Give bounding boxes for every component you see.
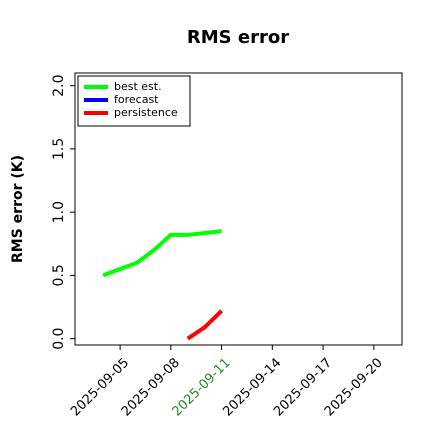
legend-label: persistence [114,106,178,119]
legend-label: forecast [114,93,159,106]
y-tick-label: 0.5 [51,264,67,286]
y-tick-label: 1.0 [51,201,67,223]
y-axis-label: RMS error (K) [10,155,26,263]
y-tick-label: 2.0 [51,75,67,97]
line [186,309,223,341]
y-tick-label: 0.0 [51,328,67,350]
legend-label: best est. [114,80,162,93]
line [102,229,222,278]
plot-area [74,72,403,346]
y-tick-label: 1.5 [51,138,67,160]
chart-title: RMS error [187,27,289,48]
